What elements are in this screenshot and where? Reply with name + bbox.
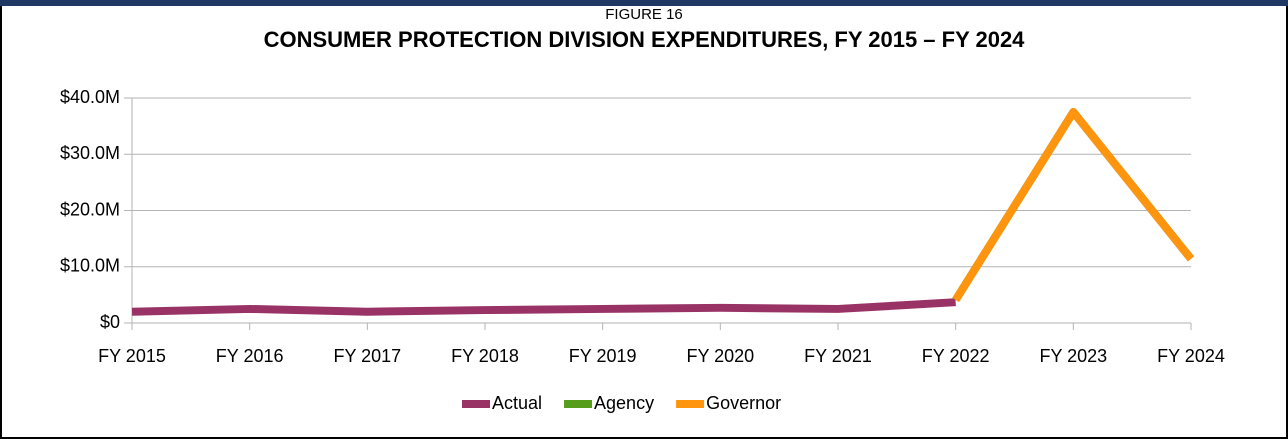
y-tick-label: $30.0M <box>60 143 120 163</box>
plot-area: $0 $10.0M $20.0M $30.0M $40.0M FY 2015 FY 2016… <box>60 87 1225 366</box>
legend-swatch <box>462 400 490 408</box>
top-band <box>0 0 1288 6</box>
x-tick-label: FY 2018 <box>451 346 519 366</box>
legend-swatch <box>676 400 705 408</box>
chart-title: CONSUMER PROTECTION DIVISION EXPENDITURE… <box>264 27 1026 52</box>
x-tick-label: FY 2022 <box>922 346 990 366</box>
legend-label: Agency <box>594 393 654 413</box>
y-tick-label: $0 <box>100 312 120 332</box>
x-tick-label: FY 2015 <box>98 346 166 366</box>
legend-label: Actual <box>492 393 542 413</box>
y-tick-label: $10.0M <box>60 256 120 276</box>
x-tick-label: FY 2021 <box>804 346 872 366</box>
x-tick-label: FY 2019 <box>569 346 637 366</box>
x-tick-label: FY 2020 <box>686 346 754 366</box>
series-line <box>131 298 956 316</box>
series-line <box>952 108 1195 303</box>
legend-swatch <box>564 400 593 408</box>
x-tick-label: FY 2017 <box>333 346 401 366</box>
y-tick-label: $40.0M <box>60 87 120 107</box>
legend-label: Governor <box>706 393 781 413</box>
chart-subtitle: FIGURE 16 <box>605 6 683 23</box>
y-tick-label: $20.0M <box>60 199 120 219</box>
x-tick-label: FY 2016 <box>216 346 284 366</box>
x-tick-label: FY 2024 <box>1157 346 1225 366</box>
legend: Actual Agency Governor <box>462 393 781 413</box>
x-tick-label: FY 2023 <box>1039 346 1107 366</box>
